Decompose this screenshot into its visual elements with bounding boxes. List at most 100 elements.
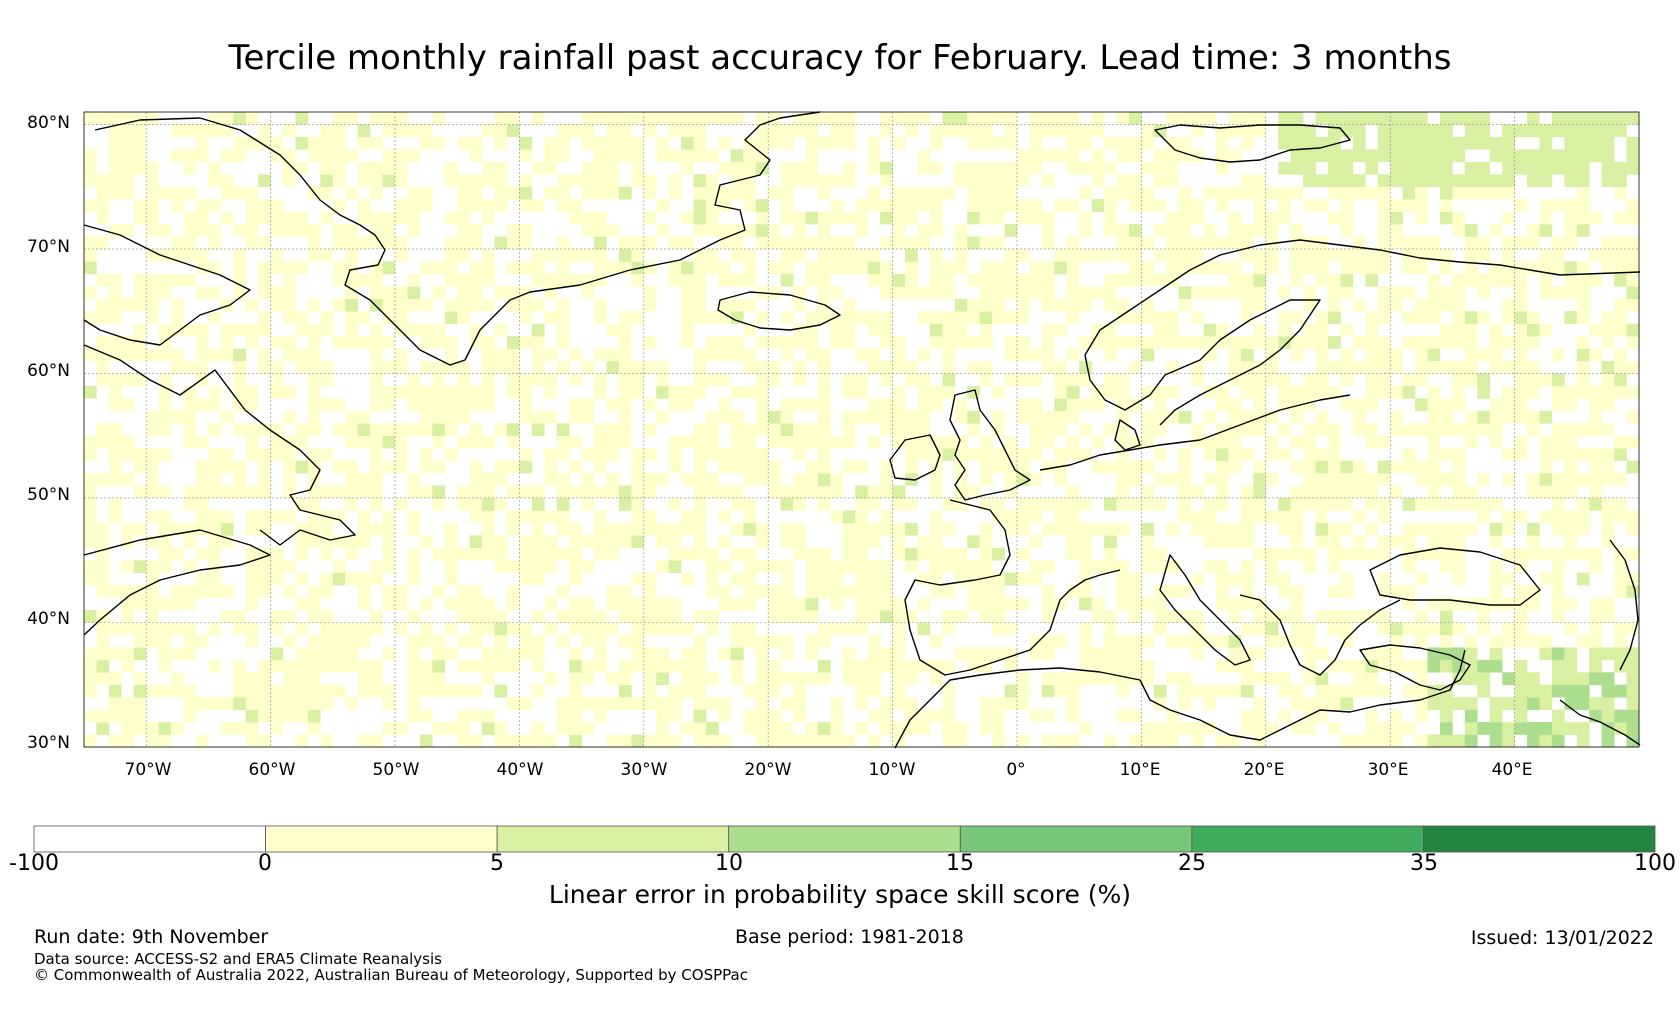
skill-cell <box>270 136 284 150</box>
skill-cell <box>1290 510 1304 524</box>
skill-cell <box>1365 373 1379 387</box>
skill-cell <box>929 485 943 499</box>
skill-cell <box>1203 323 1217 337</box>
skill-cell <box>1589 473 1602 486</box>
skill-cell <box>382 298 396 312</box>
skill-cell <box>730 248 744 262</box>
skill-cell <box>146 211 159 225</box>
skill-cell <box>531 423 545 437</box>
skill-cell <box>1539 697 1553 710</box>
skill-cell <box>1564 174 1578 188</box>
skill-cell <box>1104 522 1117 536</box>
skill-cell <box>494 497 508 511</box>
skill-cell <box>1278 199 1291 212</box>
skill-cell <box>954 224 968 237</box>
skill-cell <box>768 485 781 499</box>
skill-cell <box>618 597 632 611</box>
skill-cell <box>1141 311 1155 324</box>
copyright: © Commonwealth of Australia 2022, Austra… <box>34 966 748 984</box>
skill-cell <box>581 174 595 188</box>
skill-cell <box>880 722 893 735</box>
skill-cell <box>830 199 844 212</box>
skill-cell <box>867 634 881 648</box>
skill-cell <box>444 248 458 262</box>
skill-cell <box>1041 336 1055 349</box>
skill-cell <box>1253 336 1267 349</box>
skill-cell <box>84 560 97 573</box>
skill-cell <box>755 709 769 723</box>
skill-cell <box>581 211 595 225</box>
skill-cell <box>780 610 794 623</box>
skill-cell <box>656 734 669 748</box>
skill-cell <box>917 348 931 362</box>
skill-cell <box>395 199 408 212</box>
skill-cell <box>494 361 508 374</box>
skill-cell <box>1452 336 1466 349</box>
skill-cell <box>1116 149 1130 163</box>
skill-cell <box>444 273 458 287</box>
skill-cell <box>1551 497 1565 511</box>
skill-cell <box>1328 211 1341 225</box>
skill-cell <box>855 535 869 549</box>
skill-cell <box>158 734 172 748</box>
skill-cell <box>1564 286 1578 300</box>
skill-cell <box>681 722 694 735</box>
skill-cell <box>1054 473 1068 486</box>
skill-cell <box>195 286 209 300</box>
skill-cell <box>979 298 993 312</box>
skill-cell <box>1452 311 1466 324</box>
skill-cell <box>880 323 893 337</box>
skill-cell <box>1340 572 1354 586</box>
skill-cell <box>1477 124 1491 138</box>
skill-cell <box>942 286 956 300</box>
colorbar-tick-minus100: -100 <box>9 851 59 876</box>
skill-cell <box>805 236 819 250</box>
skill-cell <box>1415 460 1428 474</box>
skill-cell <box>1240 448 1254 461</box>
skill-cell <box>718 336 732 349</box>
skill-cell <box>1514 149 1528 163</box>
skill-cell <box>307 659 321 673</box>
skill-cell <box>96 112 110 125</box>
skill-cell <box>1166 385 1180 399</box>
skill-cell <box>867 149 881 163</box>
skill-cell <box>195 398 209 412</box>
skill-cell <box>1527 311 1540 324</box>
skill-cell <box>1315 697 1329 710</box>
skill-cell <box>1240 672 1254 686</box>
skill-cell <box>544 149 558 163</box>
skill-cell <box>457 634 470 648</box>
skill-cell <box>1340 161 1354 175</box>
skill-cell <box>258 423 271 437</box>
skill-cell <box>121 473 135 486</box>
skill-cell <box>432 659 446 673</box>
skill-cell <box>1166 112 1180 125</box>
skill-cell <box>407 485 421 499</box>
skill-cell <box>146 298 159 312</box>
skill-cell <box>183 236 197 250</box>
skill-cell <box>1564 659 1578 673</box>
skill-cell <box>444 572 458 586</box>
skill-cell <box>1216 535 1229 549</box>
skill-cell <box>817 385 831 399</box>
skill-cell <box>1278 323 1291 337</box>
skill-cell <box>1079 634 1092 648</box>
skill-cell <box>892 684 906 698</box>
skill-cell <box>1514 336 1528 349</box>
skill-cell <box>1539 572 1553 586</box>
skill-cell <box>942 348 956 362</box>
skill-cell <box>469 684 483 698</box>
skill-cell <box>1340 248 1354 262</box>
skill-cell <box>643 186 657 200</box>
skill-cell <box>270 560 284 573</box>
skill-cell <box>183 385 197 399</box>
skill-cell <box>519 572 533 586</box>
skill-cell <box>1290 236 1304 250</box>
skill-cell <box>1041 585 1055 598</box>
skill-cell <box>1626 460 1640 474</box>
skill-cell <box>482 161 495 175</box>
skill-cell <box>817 560 831 573</box>
skill-cell <box>469 398 483 412</box>
skill-cell <box>1240 298 1254 312</box>
skill-cell <box>706 547 719 561</box>
